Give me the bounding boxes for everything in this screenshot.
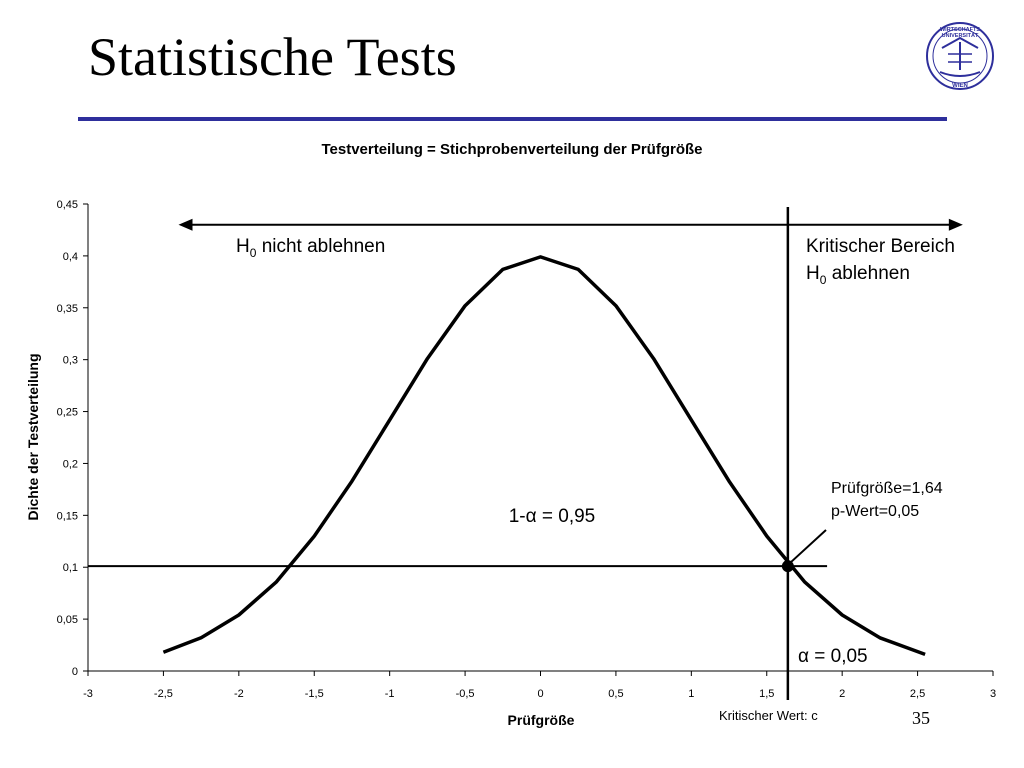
range-arrow-right-head bbox=[948, 218, 963, 231]
x-tick-label: -1,5 bbox=[305, 688, 324, 700]
logo-line2: UNIVERSITÄT bbox=[942, 32, 979, 39]
y-tick-label: 0,4 bbox=[63, 251, 78, 263]
x-tick-label: -0,5 bbox=[456, 688, 475, 700]
x-tick-label: 1,5 bbox=[759, 688, 774, 700]
alpha-label: α = 0,05 bbox=[798, 646, 868, 667]
y-tick-label: 0,35 bbox=[57, 303, 78, 315]
y-tick-label: 0,15 bbox=[57, 510, 78, 522]
logo-line3: WIEN bbox=[952, 83, 968, 89]
y-tick-label: 0,3 bbox=[63, 355, 78, 367]
y-tick-label: 0,05 bbox=[57, 614, 78, 626]
chart-title: Testverteilung = Stichprobenverteilung d… bbox=[321, 141, 703, 158]
y-tick-label: 0,45 bbox=[57, 199, 78, 211]
y-tick-label: 0,2 bbox=[63, 458, 78, 470]
x-tick-label: 0 bbox=[537, 688, 543, 700]
p-value-label: p-Wert=0,05 bbox=[831, 503, 919, 520]
x-tick-label: 3 bbox=[990, 688, 996, 700]
density-curve-series-0 bbox=[162, 255, 926, 657]
x-tick-label: 0,5 bbox=[608, 688, 623, 700]
x-tick-label: 2 bbox=[839, 688, 845, 700]
h0-not-reject-label: H0 nicht ablehnen bbox=[236, 236, 385, 260]
y-tick-label: 0,1 bbox=[63, 562, 78, 574]
x-tick-label: -3 bbox=[83, 688, 93, 700]
x-tick-label: 1 bbox=[688, 688, 694, 700]
title-rule bbox=[78, 117, 947, 121]
test-statistic-label: Prüfgröße=1,64 bbox=[831, 480, 943, 497]
x-tick-label: -2 bbox=[234, 688, 244, 700]
x-tick-label: 2,5 bbox=[910, 688, 925, 700]
slide-title: Statistische Tests bbox=[88, 27, 457, 87]
one-minus-alpha-label: 1-α = 0,95 bbox=[509, 506, 596, 527]
annotation-pointer-line bbox=[790, 529, 827, 563]
critical-region-label-line1: Kritischer Bereich bbox=[806, 236, 955, 257]
x-axis-label: Prüfgröße bbox=[508, 712, 575, 728]
y-tick-label: 0,25 bbox=[57, 407, 78, 419]
x-tick-label: -2,5 bbox=[154, 688, 173, 700]
page-number: 35 bbox=[912, 708, 930, 728]
chart-axes: 0 0,05 0,1 0,15 0,2 0,25 0,3 0,35 0,4 0,45 -3 -2,5 -… bbox=[57, 199, 996, 700]
university-seal-icon: WIRTSCHAFTS UNIVERSITÄT WIEN bbox=[926, 22, 994, 90]
x-tick-label: -1 bbox=[385, 688, 395, 700]
critical-value-label: Kritischer Wert: c bbox=[719, 708, 818, 723]
critical-region-label-line2: H0 ablehnen bbox=[806, 263, 910, 287]
range-arrow-left-head bbox=[178, 218, 193, 231]
logo-line1: WIRTSCHAFTS bbox=[940, 27, 980, 33]
critical-point-marker bbox=[781, 560, 794, 573]
chart-marks bbox=[88, 207, 963, 700]
y-axis-label: Dichte der Testverteilung bbox=[25, 353, 41, 520]
y-tick-label: 0 bbox=[72, 666, 78, 678]
